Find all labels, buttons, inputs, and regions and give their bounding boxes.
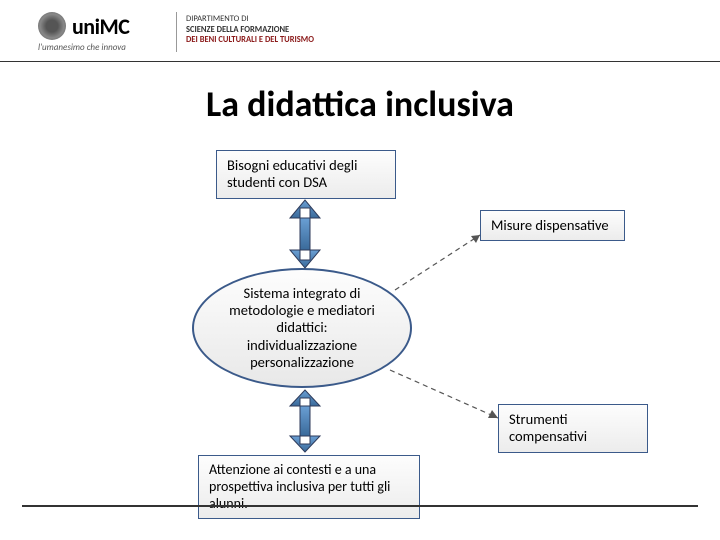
department-block: DIPARTIMENTO DI SCIENZE DELLA FORMAZIONE… xyxy=(186,14,314,46)
arrow-top-icon xyxy=(290,200,320,268)
university-seal-icon xyxy=(38,12,66,40)
dashed-connector-misure xyxy=(395,235,480,290)
dashed-connector-strumenti xyxy=(390,370,498,418)
dept-line2: DEI BENI CULTURALI E DEL TURISMO xyxy=(186,35,314,46)
dept-line1: SCIENZE DELLA FORMAZIONE xyxy=(186,25,314,36)
header-bar: uniMC l'umanesimo che innova DIPARTIMENT… xyxy=(0,0,720,62)
ellipse-text: Sistema integrato di metodologie e media… xyxy=(224,285,380,372)
box-misure: Misure dispensative xyxy=(480,210,625,241)
central-ellipse: Sistema integrato di metodologie e media… xyxy=(192,268,412,388)
box-attenzione: Attenzione ai contesti e a una prospetti… xyxy=(198,455,420,519)
dashed-arrowhead-strumenti xyxy=(488,410,498,418)
box-strumenti: Strumenti compensativi xyxy=(498,404,648,453)
footer-divider xyxy=(22,505,698,507)
logo-block: uniMC xyxy=(38,12,129,40)
dashed-arrowhead-misure xyxy=(471,235,480,243)
arrow-bottom-icon xyxy=(290,390,320,452)
page-title: La didattica inclusiva xyxy=(0,82,720,126)
header-divider xyxy=(176,12,177,52)
tagline: l'umanesimo che innova xyxy=(38,42,126,53)
university-name: uniMC xyxy=(72,13,129,40)
box-bisogni: Bisogni educativi degli studenti con DSA xyxy=(216,150,396,199)
dept-lead: DIPARTIMENTO DI xyxy=(186,14,314,25)
